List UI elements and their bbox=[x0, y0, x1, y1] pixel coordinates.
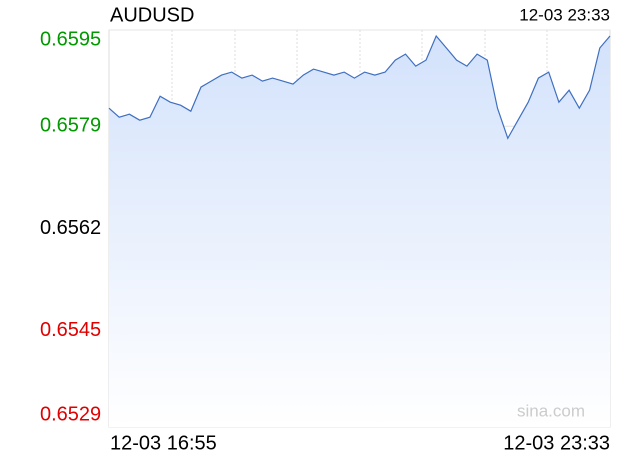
y-tick-label: 0.6579 bbox=[40, 115, 101, 137]
chart-title: AUDUSD bbox=[110, 4, 194, 26]
x-tick-label: 12-03 23:33 bbox=[503, 432, 610, 454]
area-fill bbox=[109, 36, 610, 427]
x-tick-label: 12-03 16:55 bbox=[110, 432, 217, 454]
update-time: 12-03 23:33 bbox=[519, 5, 610, 24]
y-tick-label: 0.6545 bbox=[40, 319, 101, 341]
y-tick-label: 0.6562 bbox=[40, 217, 101, 239]
y-tick-label: 0.6529 bbox=[40, 403, 101, 425]
y-tick-label: 0.6595 bbox=[40, 28, 101, 50]
watermark: sina.com bbox=[517, 401, 585, 420]
price-line bbox=[108, 34, 611, 140]
